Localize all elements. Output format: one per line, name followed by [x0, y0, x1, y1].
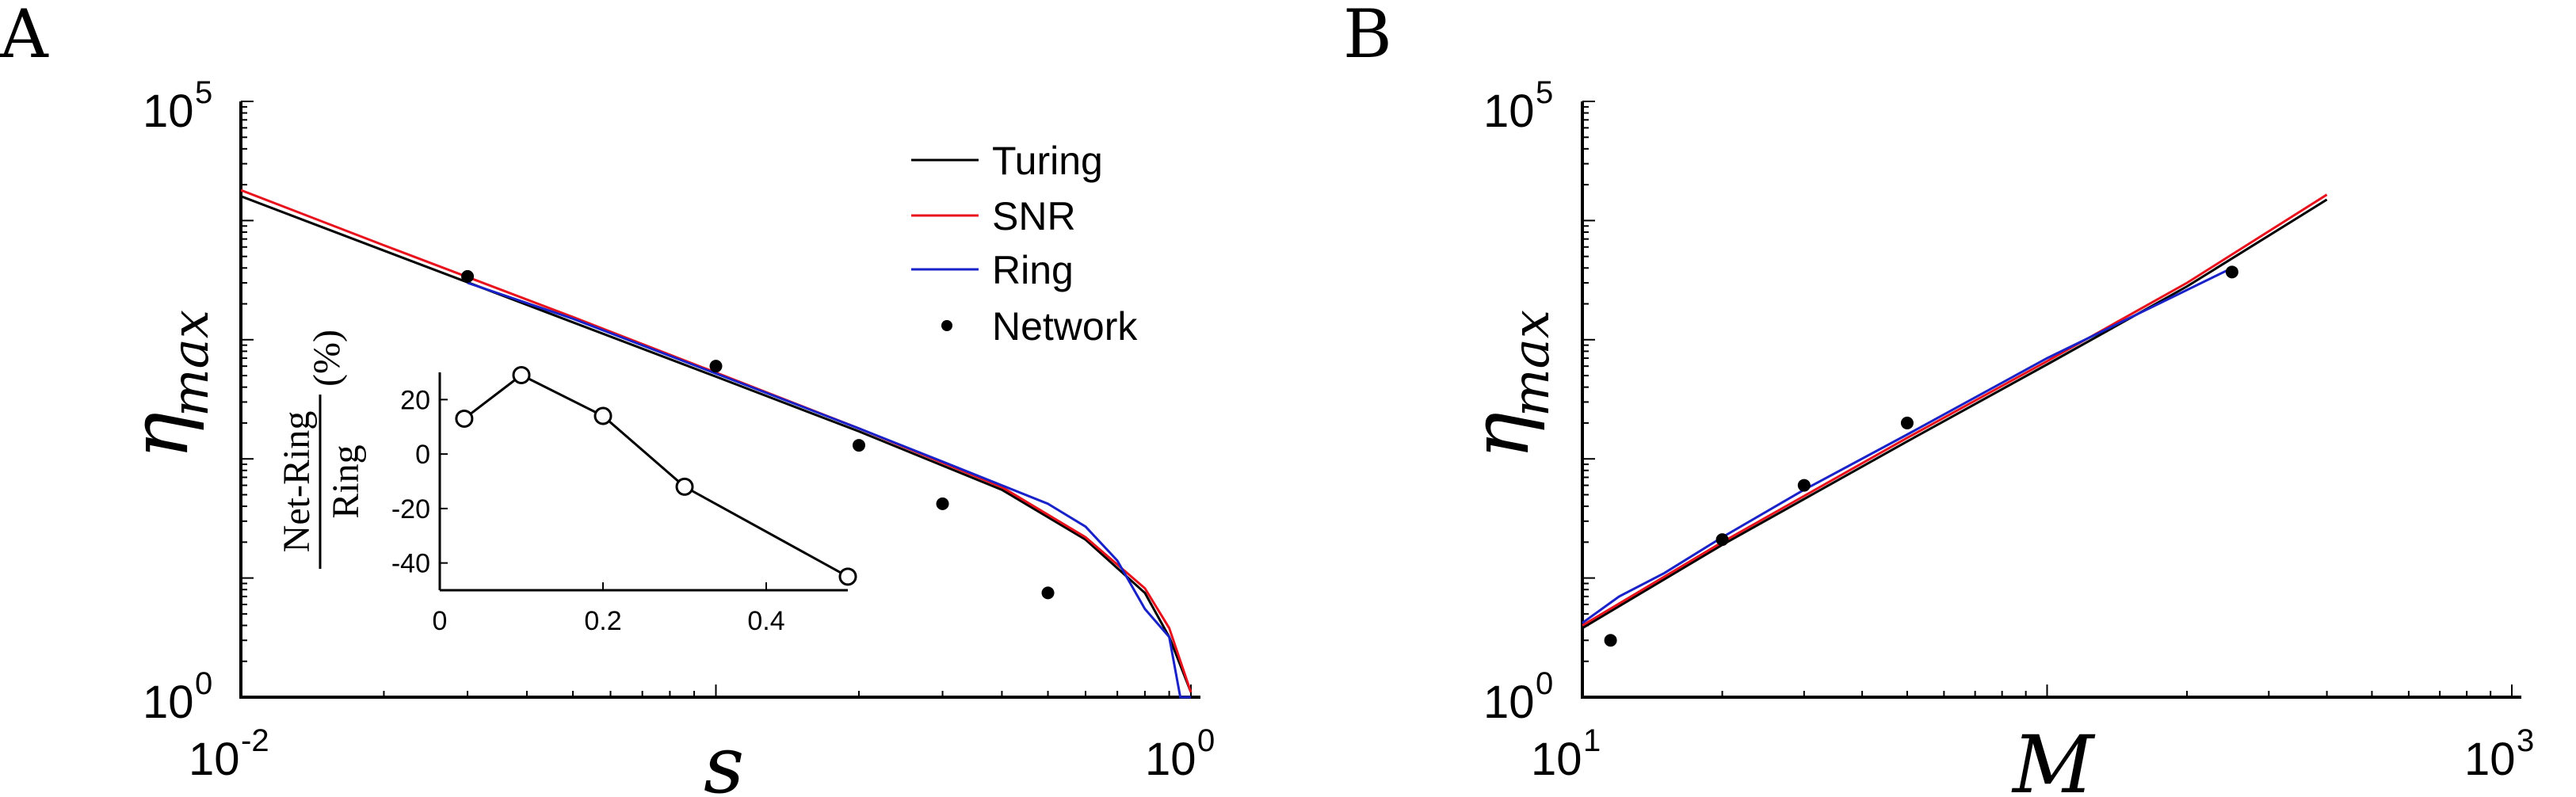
inset-x-tick-label: 0: [433, 606, 448, 636]
svg-text:0: 0: [1536, 666, 1553, 701]
panel-a-xlabel: s: [704, 719, 744, 797]
svg-text:Net-Ring: Net-Ring: [276, 411, 318, 553]
network-point: [1715, 533, 1729, 547]
svg-text:(%): (%): [306, 330, 348, 387]
network-point: [1041, 586, 1055, 600]
svg-text:Turing: Turing: [992, 139, 1103, 183]
svg-text:Ring: Ring: [325, 444, 367, 518]
panel-a-xtick-right: 10 0: [1145, 723, 1215, 785]
svg-text:10: 10: [1483, 677, 1535, 728]
svg-text:3: 3: [2517, 723, 2534, 758]
panel-a-letter: A: [0, 0, 49, 73]
inset-marker: [455, 409, 474, 428]
network-point: [936, 497, 949, 510]
inset-ylabel: Net-Ring Ring (%): [276, 330, 367, 569]
legend: Turing SNR Ring Network: [911, 139, 1138, 349]
svg-text:0: 0: [195, 666, 212, 701]
network-point: [709, 360, 723, 373]
panel-b-series: [1582, 193, 2328, 647]
inset-y-tick-label: -40: [391, 549, 430, 579]
inset-marker: [675, 477, 694, 496]
panel-b-letter: B: [1343, 0, 1392, 73]
svg-text:1: 1: [1583, 723, 1601, 758]
network-point: [1604, 634, 1617, 647]
inset-marker: [512, 365, 531, 384]
inset-x-tick-label: 0.2: [584, 606, 621, 636]
panel-b-minor-ticks: [1582, 101, 2513, 698]
inset-y-tick-label: -20: [391, 494, 430, 524]
svg-text:max: max: [162, 310, 220, 417]
network-point: [1900, 416, 1914, 429]
svg-text:-2: -2: [241, 723, 269, 758]
svg-text:10: 10: [143, 677, 194, 728]
svg-text:10: 10: [2464, 734, 2516, 785]
network-point: [2225, 265, 2238, 279]
svg-text:5: 5: [1536, 75, 1553, 110]
inset-y-tick-label: 20: [400, 385, 430, 415]
panel-b-xlabel: M: [2011, 719, 2096, 797]
series-line-ring: [1582, 266, 2233, 624]
panel-b-ytick-top: 10 5: [1483, 75, 1553, 137]
panel-a-ytick-bottom: 10 0: [143, 666, 212, 728]
panel-a: A 10 5 10 0 10 -2 10 0 η max s: [0, 0, 1215, 797]
network-point: [461, 269, 475, 283]
panel-b-xtick-right: 10 3: [2464, 723, 2534, 785]
svg-text:η: η: [113, 412, 206, 460]
panel-b-ylabel: η max: [1454, 310, 1561, 460]
legend-item-ring: Ring: [911, 248, 1074, 292]
legend-item-turing: Turing: [911, 139, 1103, 183]
inset-x-tick-label: 0.4: [747, 606, 784, 636]
legend-item-network: Network: [941, 304, 1138, 349]
svg-text:5: 5: [195, 75, 212, 110]
legend-item-snr: SNR: [911, 194, 1076, 238]
network-point: [852, 439, 865, 452]
network-point: [1797, 479, 1811, 492]
panel-a-ylabel: η max: [113, 310, 220, 460]
panel-b: B 10 5 10 0 10 1 10 3 η max M: [1343, 0, 2534, 797]
inset-y-tick-label: 0: [415, 440, 430, 470]
svg-text:10: 10: [1483, 86, 1535, 137]
panel-a-xtick-left: 10 -2: [189, 723, 269, 785]
inset-marker: [838, 567, 857, 586]
inset-ticks: 0 0.2 0.4 20 0 -20 -40: [391, 385, 785, 636]
inset-marker: [593, 406, 613, 425]
panel-a-minor-ticks: [240, 101, 1192, 698]
svg-text:10: 10: [189, 734, 240, 785]
svg-text:10: 10: [1145, 734, 1196, 785]
series-line-snr: [1582, 193, 2328, 627]
panel-b-xtick-left: 10 1: [1531, 723, 1601, 785]
panel-a-series: [240, 189, 1193, 699]
svg-text:η: η: [1454, 412, 1547, 460]
svg-text:0: 0: [1197, 723, 1215, 758]
svg-text:10: 10: [1531, 734, 1582, 785]
svg-text:SNR: SNR: [992, 194, 1076, 238]
svg-text:10: 10: [143, 86, 194, 137]
series-line-turing: [1582, 198, 2328, 630]
svg-text:Ring: Ring: [992, 248, 1074, 292]
svg-text:Network: Network: [992, 304, 1138, 349]
inset-series: [455, 365, 857, 586]
inset: 0 0.2 0.4 20 0 -20 -40 Net-Ring Ring (%): [276, 330, 857, 636]
series-line-ring: [467, 281, 1191, 699]
svg-text:max: max: [1502, 310, 1561, 417]
panel-a-ytick-top: 10 5: [143, 75, 212, 137]
panel-b-ytick-bottom: 10 0: [1483, 666, 1553, 728]
